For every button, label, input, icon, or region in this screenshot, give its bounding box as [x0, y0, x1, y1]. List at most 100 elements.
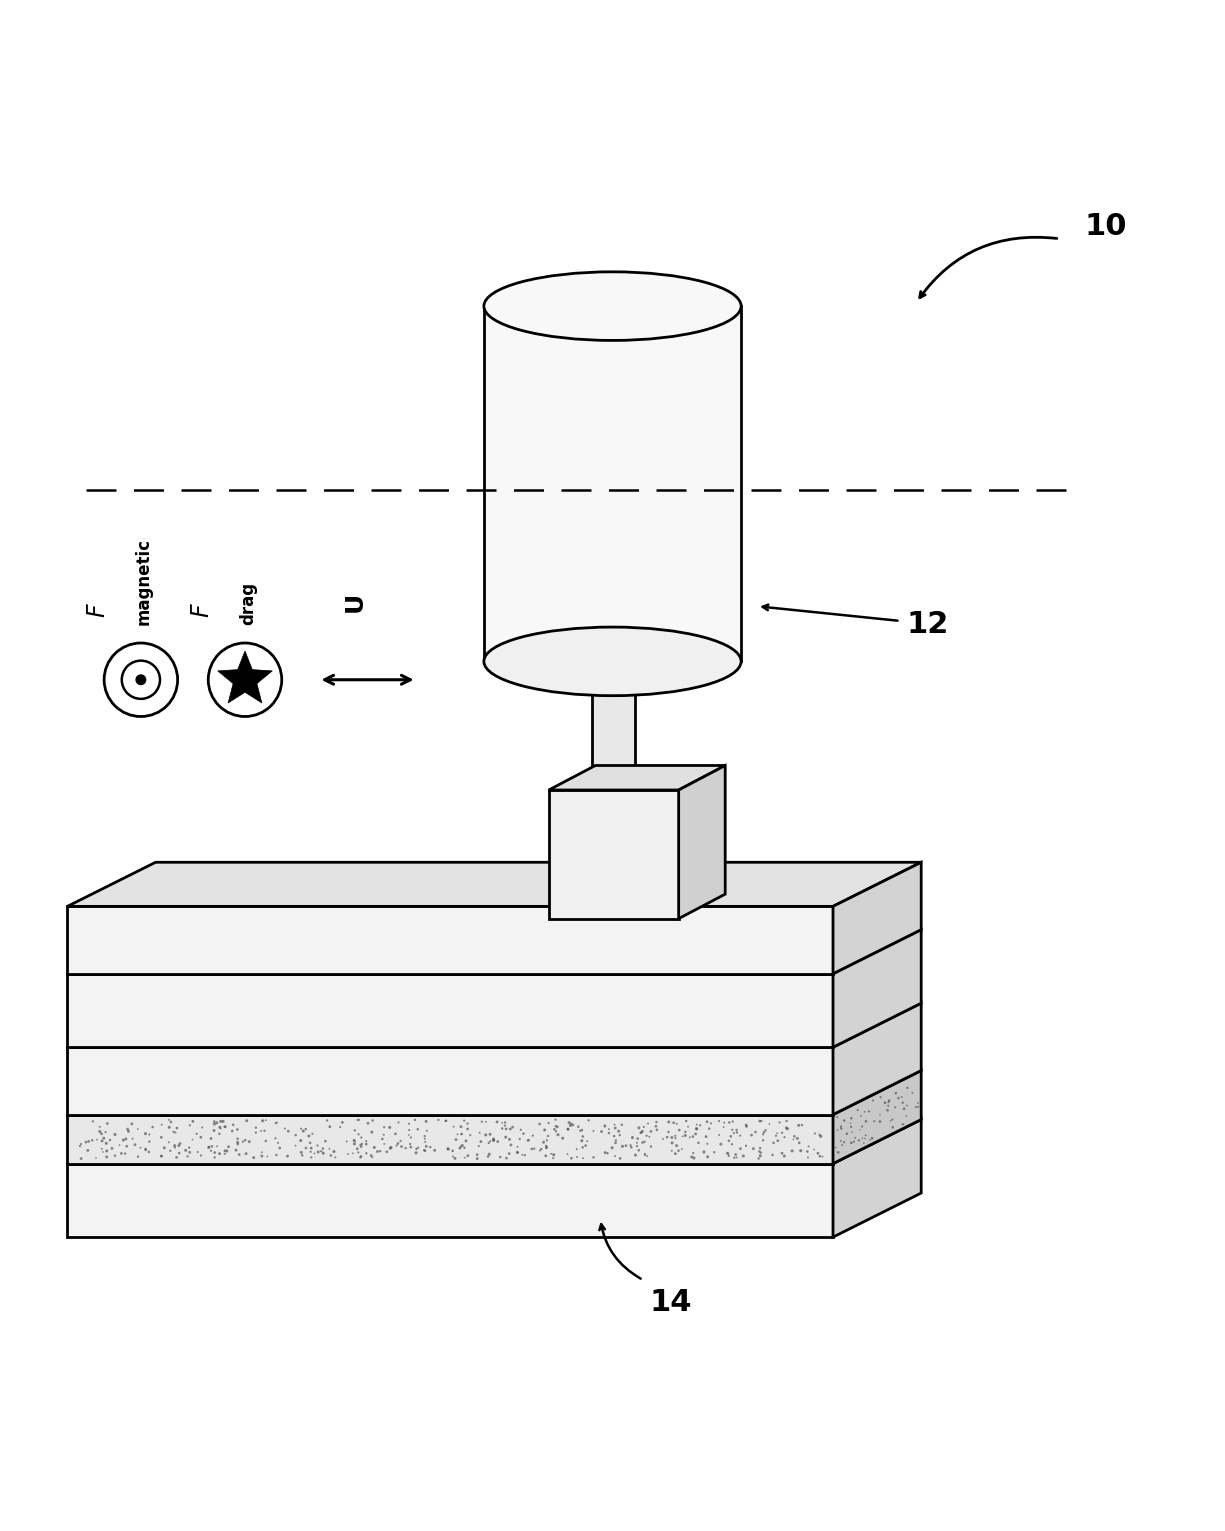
Point [881, 1108, 900, 1133]
Point [387, 1133, 407, 1157]
Polygon shape [833, 1119, 921, 1237]
Point [278, 1119, 298, 1144]
Point [805, 1138, 824, 1162]
Point [100, 1128, 120, 1153]
Point [730, 1136, 750, 1160]
Point [266, 1112, 285, 1136]
Point [501, 1116, 521, 1141]
Point [728, 1121, 747, 1145]
Point [439, 1136, 458, 1160]
Point [791, 1139, 811, 1164]
Point [477, 1110, 496, 1134]
Point [348, 1107, 368, 1131]
Point [789, 1130, 808, 1154]
Point [165, 1133, 185, 1157]
Point [214, 1142, 234, 1167]
Point [115, 1141, 135, 1165]
Point [268, 1130, 288, 1154]
Point [399, 1112, 419, 1136]
Point [451, 1134, 470, 1159]
Point [365, 1134, 385, 1159]
Point [548, 1115, 567, 1139]
Point [488, 1110, 507, 1134]
Point [544, 1142, 564, 1167]
Point [349, 1122, 369, 1147]
Point [119, 1119, 138, 1144]
Polygon shape [549, 766, 725, 790]
Point [348, 1136, 368, 1160]
Point [701, 1112, 720, 1136]
Point [152, 1125, 172, 1150]
Point [401, 1125, 420, 1150]
Point [399, 1122, 419, 1147]
Point [472, 1110, 491, 1134]
Point [445, 1147, 464, 1171]
Point [375, 1131, 394, 1156]
Point [632, 1121, 652, 1145]
Point [573, 1124, 593, 1148]
Point [386, 1122, 405, 1147]
Point [201, 1139, 220, 1164]
Point [736, 1133, 756, 1157]
Point [842, 1115, 861, 1139]
Point [831, 1128, 850, 1153]
Point [723, 1118, 742, 1142]
Point [534, 1130, 554, 1154]
Point [285, 1122, 305, 1147]
Text: magnetic: magnetic [135, 537, 153, 625]
Point [799, 1134, 818, 1159]
Point [734, 1144, 753, 1168]
Point [136, 1138, 156, 1162]
Point [893, 1112, 913, 1136]
Point [612, 1134, 632, 1159]
Point [205, 1141, 224, 1165]
Point [502, 1115, 522, 1139]
Point [140, 1122, 159, 1147]
Point [311, 1139, 331, 1164]
Point [714, 1110, 734, 1134]
Point [314, 1141, 333, 1165]
Point [374, 1122, 393, 1147]
Point [697, 1131, 717, 1156]
Point [154, 1136, 174, 1160]
Point [637, 1124, 657, 1148]
Point [658, 1125, 677, 1150]
Point [191, 1125, 211, 1150]
Point [320, 1115, 339, 1139]
Point [381, 1136, 401, 1160]
Point [314, 1136, 333, 1160]
Point [605, 1116, 625, 1141]
Point [352, 1144, 371, 1168]
Polygon shape [67, 1070, 921, 1115]
Point [152, 1144, 172, 1168]
Point [495, 1110, 514, 1134]
Point [883, 1115, 903, 1139]
Point [392, 1134, 412, 1159]
Point [292, 1141, 311, 1165]
Point [332, 1110, 352, 1134]
Point [307, 1133, 327, 1157]
Point [78, 1138, 98, 1162]
Point [744, 1136, 763, 1160]
Point [514, 1142, 534, 1167]
Point [862, 1125, 882, 1150]
Point [828, 1118, 848, 1142]
Point [576, 1133, 595, 1157]
Point [784, 1124, 804, 1148]
Point [252, 1144, 272, 1168]
Point [496, 1116, 516, 1141]
Point [92, 1122, 111, 1147]
Point [317, 1108, 337, 1133]
Point [748, 1147, 768, 1171]
Point [454, 1145, 474, 1170]
Point [256, 1108, 276, 1133]
Point [305, 1141, 325, 1165]
Point [451, 1115, 470, 1139]
Point [616, 1133, 636, 1157]
Point [880, 1089, 899, 1113]
Point [603, 1136, 622, 1160]
Point [598, 1141, 617, 1165]
Point [255, 1119, 274, 1144]
Point [187, 1122, 207, 1147]
Point [276, 1116, 295, 1141]
